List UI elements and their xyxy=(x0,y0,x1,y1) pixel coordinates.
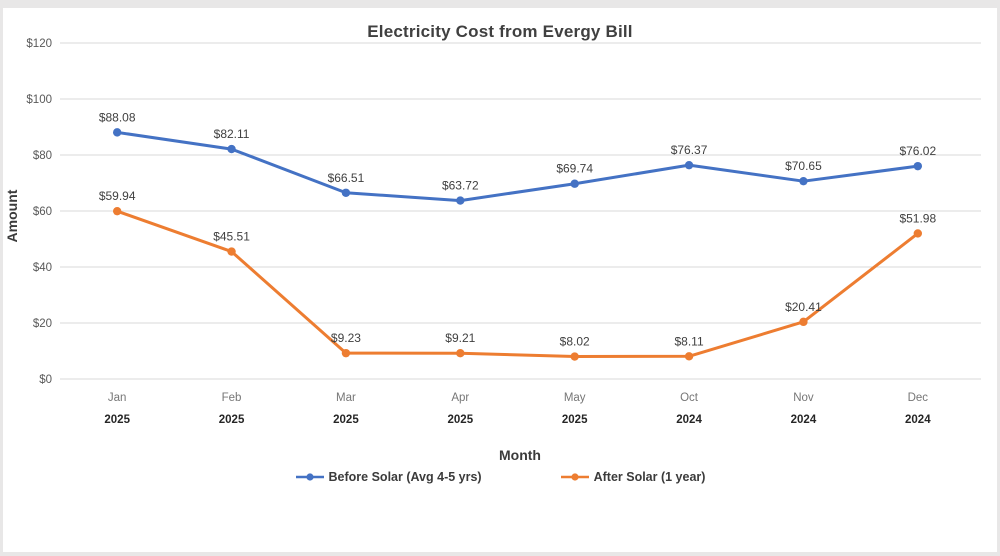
y-tick-label: $20 xyxy=(33,318,52,330)
line-chart-plot: $0 $20 $40 $60 $80 $100 $120 Jan 2025 Feb 2025 Mar 2… xyxy=(26,38,981,426)
data-label: $59.94 xyxy=(99,189,136,203)
data-point xyxy=(799,317,808,327)
x-tick-month-label: Nov xyxy=(793,392,814,404)
chart-legend: Before Solar (Avg 4-5 yrs) After Solar (… xyxy=(3,470,997,484)
x-tick-month-label: Jan xyxy=(108,392,127,404)
y-tick-label: $40 xyxy=(33,262,52,274)
data-point xyxy=(913,161,923,171)
data-point xyxy=(570,352,579,361)
legend-line-dot-icon xyxy=(560,473,589,481)
series-line-1 xyxy=(115,209,920,359)
chart-title: Electricity Cost from Evergy Bill xyxy=(367,22,633,41)
data-point xyxy=(913,229,923,238)
x-tick-month-label: Feb xyxy=(222,392,242,404)
data-label: $76.02 xyxy=(899,144,936,158)
data-label: $82.11 xyxy=(214,127,250,141)
data-label: $69.74 xyxy=(556,162,593,176)
data-point xyxy=(456,196,465,205)
x-tick-year-label: 2024 xyxy=(905,414,931,426)
data-label: $20.41 xyxy=(785,300,822,314)
data-point xyxy=(112,128,122,137)
x-tick-month-label: Mar xyxy=(336,392,356,404)
x-tick-year-label: 2025 xyxy=(219,414,245,426)
legend-item-before-solar: Before Solar (Avg 4-5 yrs) xyxy=(295,470,482,484)
x-tick-year-label: 2025 xyxy=(104,414,130,426)
data-label: $8.02 xyxy=(560,335,590,349)
y-tick-label: $120 xyxy=(26,38,52,50)
x-axis-title: Month xyxy=(499,447,541,463)
y-tick-label: $0 xyxy=(39,374,52,386)
legend-line-dot-icon xyxy=(295,473,324,481)
data-label: $51.98 xyxy=(899,211,936,225)
data-point xyxy=(456,349,465,358)
data-label: $63.72 xyxy=(442,179,479,193)
data-point xyxy=(799,176,808,186)
legend-item-after-solar: After Solar (1 year) xyxy=(560,470,706,484)
legend-label-before-solar: Before Solar (Avg 4-5 yrs) xyxy=(328,470,482,484)
x-tick-year-label: 2025 xyxy=(333,414,359,426)
x-tick-year-label: 2024 xyxy=(791,414,817,426)
x-tick-month-label: May xyxy=(564,392,586,404)
x-tick-month-label: Apr xyxy=(451,392,469,404)
y-tick-label: $60 xyxy=(33,206,52,218)
legend-label-after-solar: After Solar (1 year) xyxy=(593,470,706,484)
data-label: $9.21 xyxy=(445,331,475,345)
data-point xyxy=(570,179,579,188)
data-point xyxy=(341,188,351,197)
x-tick-year-label: 2024 xyxy=(676,414,702,426)
data-point xyxy=(684,160,694,170)
x-tick-month-label: Dec xyxy=(908,392,929,404)
data-label: $76.37 xyxy=(671,143,708,157)
data-point xyxy=(684,352,694,361)
x-tick-year-label: 2025 xyxy=(562,414,588,426)
data-label: $88.08 xyxy=(99,110,136,124)
data-label: $45.51 xyxy=(213,230,250,244)
data-label: $66.51 xyxy=(328,171,365,185)
data-point xyxy=(227,247,236,256)
x-tick-year-label: 2025 xyxy=(448,414,474,426)
data-label: $70.65 xyxy=(785,159,822,173)
y-tick-label: $80 xyxy=(33,150,52,162)
y-tick-label: $100 xyxy=(26,94,52,106)
chart-area: Electricity Cost from Evergy Bill Amount… xyxy=(3,8,997,552)
series-line-0 xyxy=(115,130,920,203)
x-tick-month-label: Oct xyxy=(680,392,699,404)
data-label: $8.11 xyxy=(674,334,703,348)
data-point xyxy=(227,144,236,154)
data-point xyxy=(112,206,122,216)
data-point xyxy=(341,348,351,358)
data-label: $9.23 xyxy=(331,331,361,345)
